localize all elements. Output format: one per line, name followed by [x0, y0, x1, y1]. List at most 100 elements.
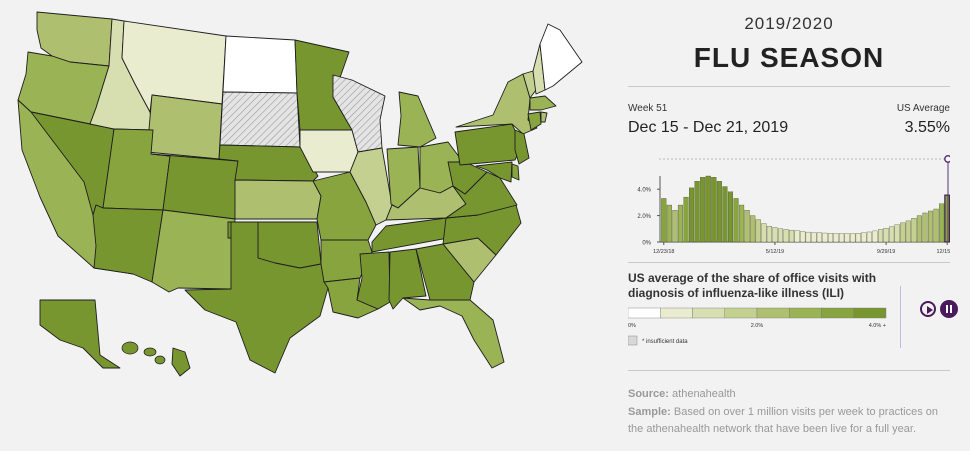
- legend-swatch: [756, 307, 790, 319]
- bar: [700, 177, 706, 243]
- bar: [861, 232, 867, 243]
- state-nd: [222, 35, 298, 94]
- state-tx: [184, 221, 329, 374]
- bar: [744, 210, 750, 243]
- bar: [672, 210, 678, 243]
- hawaii-island: [143, 347, 157, 357]
- state-ri: [540, 111, 548, 123]
- x-tick-label: 12/23/18: [653, 249, 674, 255]
- bar: [905, 220, 911, 243]
- bar: [666, 204, 672, 243]
- source-note: Source: athenahealth: [628, 386, 736, 403]
- state-la: [323, 277, 379, 319]
- legend-swatch: [821, 307, 854, 319]
- bar: [911, 218, 917, 243]
- legend-tick-label: 0%: [628, 323, 636, 329]
- sample-note: Sample: Based on over 1 million visits p…: [628, 404, 950, 438]
- bar: [900, 222, 906, 243]
- bar: [811, 232, 817, 243]
- legend-tick-label: 4.0% +: [869, 323, 886, 329]
- color-legend: 0% 2.0% 4.0% + * insufficient data: [628, 307, 887, 346]
- state-nm: [151, 209, 236, 293]
- state-ny: [455, 73, 538, 135]
- bar: [694, 181, 700, 243]
- bar: [944, 194, 950, 243]
- page-title: FLU SEASON: [693, 42, 885, 73]
- y-tick-label: 2.0%: [637, 214, 651, 220]
- legend-tick-label: 2.0%: [751, 323, 764, 329]
- hawaii-island: [154, 355, 166, 365]
- state-sd: [219, 91, 301, 148]
- bar: [939, 203, 945, 243]
- legend-swatch: [692, 307, 725, 319]
- bar: [822, 232, 828, 243]
- pause-button[interactable]: [940, 300, 958, 318]
- week-date-range: Dec 15 - Dec 21, 2019: [628, 119, 789, 136]
- bar: [727, 191, 734, 243]
- bar: [772, 227, 778, 243]
- y-tick-label: 0%: [642, 241, 651, 247]
- state-md: [475, 161, 513, 183]
- current-week-marker: [944, 155, 950, 163]
- bar: [933, 208, 939, 243]
- state-wy: [146, 94, 223, 160]
- info-panel: 2019/2020 FLU SEASON Week 51 US Average …: [628, 0, 958, 451]
- source-text: athenahealth: [672, 388, 736, 400]
- legend-swatch: [628, 307, 661, 319]
- sample-text: Based on over 1 million visits per week …: [628, 406, 938, 435]
- season-year: 2019/2020: [744, 14, 834, 33]
- bar: [883, 227, 889, 243]
- legend-swatch: [853, 307, 887, 319]
- state-mi: [397, 91, 437, 148]
- x-tick-label: 12/15/19: [937, 249, 950, 255]
- y-tick-label: 4.0%: [637, 188, 651, 194]
- state-ms: [356, 251, 391, 310]
- bar: [877, 229, 884, 243]
- state-ga: [415, 243, 475, 301]
- bar: [783, 229, 789, 243]
- play-button[interactable]: [920, 301, 936, 317]
- divider: [628, 370, 950, 371]
- state-pa: [454, 123, 523, 166]
- bar: [739, 204, 745, 243]
- bar: [711, 177, 717, 243]
- bar: [661, 198, 667, 243]
- bar: [705, 175, 711, 243]
- bar: [850, 233, 856, 243]
- hawaii-island: [121, 341, 139, 355]
- bar: [683, 196, 689, 243]
- bar: [800, 231, 806, 243]
- bar: [677, 204, 683, 243]
- legend-swatch: [660, 307, 693, 319]
- state-de: [511, 163, 520, 181]
- bar: [827, 233, 834, 243]
- us-flu-map: [17, 11, 583, 377]
- state-ma: [529, 95, 557, 111]
- state-ct: [527, 111, 542, 131]
- week-label: Week 51: [628, 103, 668, 114]
- bar: [755, 219, 761, 243]
- bar: [733, 198, 739, 243]
- controls-divider: [900, 286, 901, 348]
- bar: [922, 212, 928, 243]
- sample-label: Sample:: [628, 406, 671, 418]
- bar: [839, 233, 845, 243]
- us-average-label: US Average: [896, 103, 950, 114]
- legend-swatch: [789, 307, 822, 319]
- x-tick-label: 9/29/19: [877, 249, 895, 255]
- bar: [716, 181, 722, 243]
- x-tick-label: 5/12/19: [766, 249, 784, 255]
- insufficient-label: * insufficient data: [642, 339, 688, 345]
- bar: [928, 210, 934, 243]
- bar: [789, 229, 795, 243]
- divider: [628, 86, 950, 87]
- bar: [872, 230, 878, 243]
- bar: [916, 215, 922, 243]
- legend-swatch: [724, 307, 758, 319]
- state-ak: [39, 299, 121, 369]
- source-label: Source:: [628, 388, 669, 400]
- bar: [894, 224, 900, 243]
- bar: [777, 228, 784, 243]
- bar: [889, 226, 895, 243]
- ili-bar-chart[interactable]: 0% 2.0% 4.0% 12/23/18 5/12/19 9/29/19 12/15/19: [628, 150, 950, 262]
